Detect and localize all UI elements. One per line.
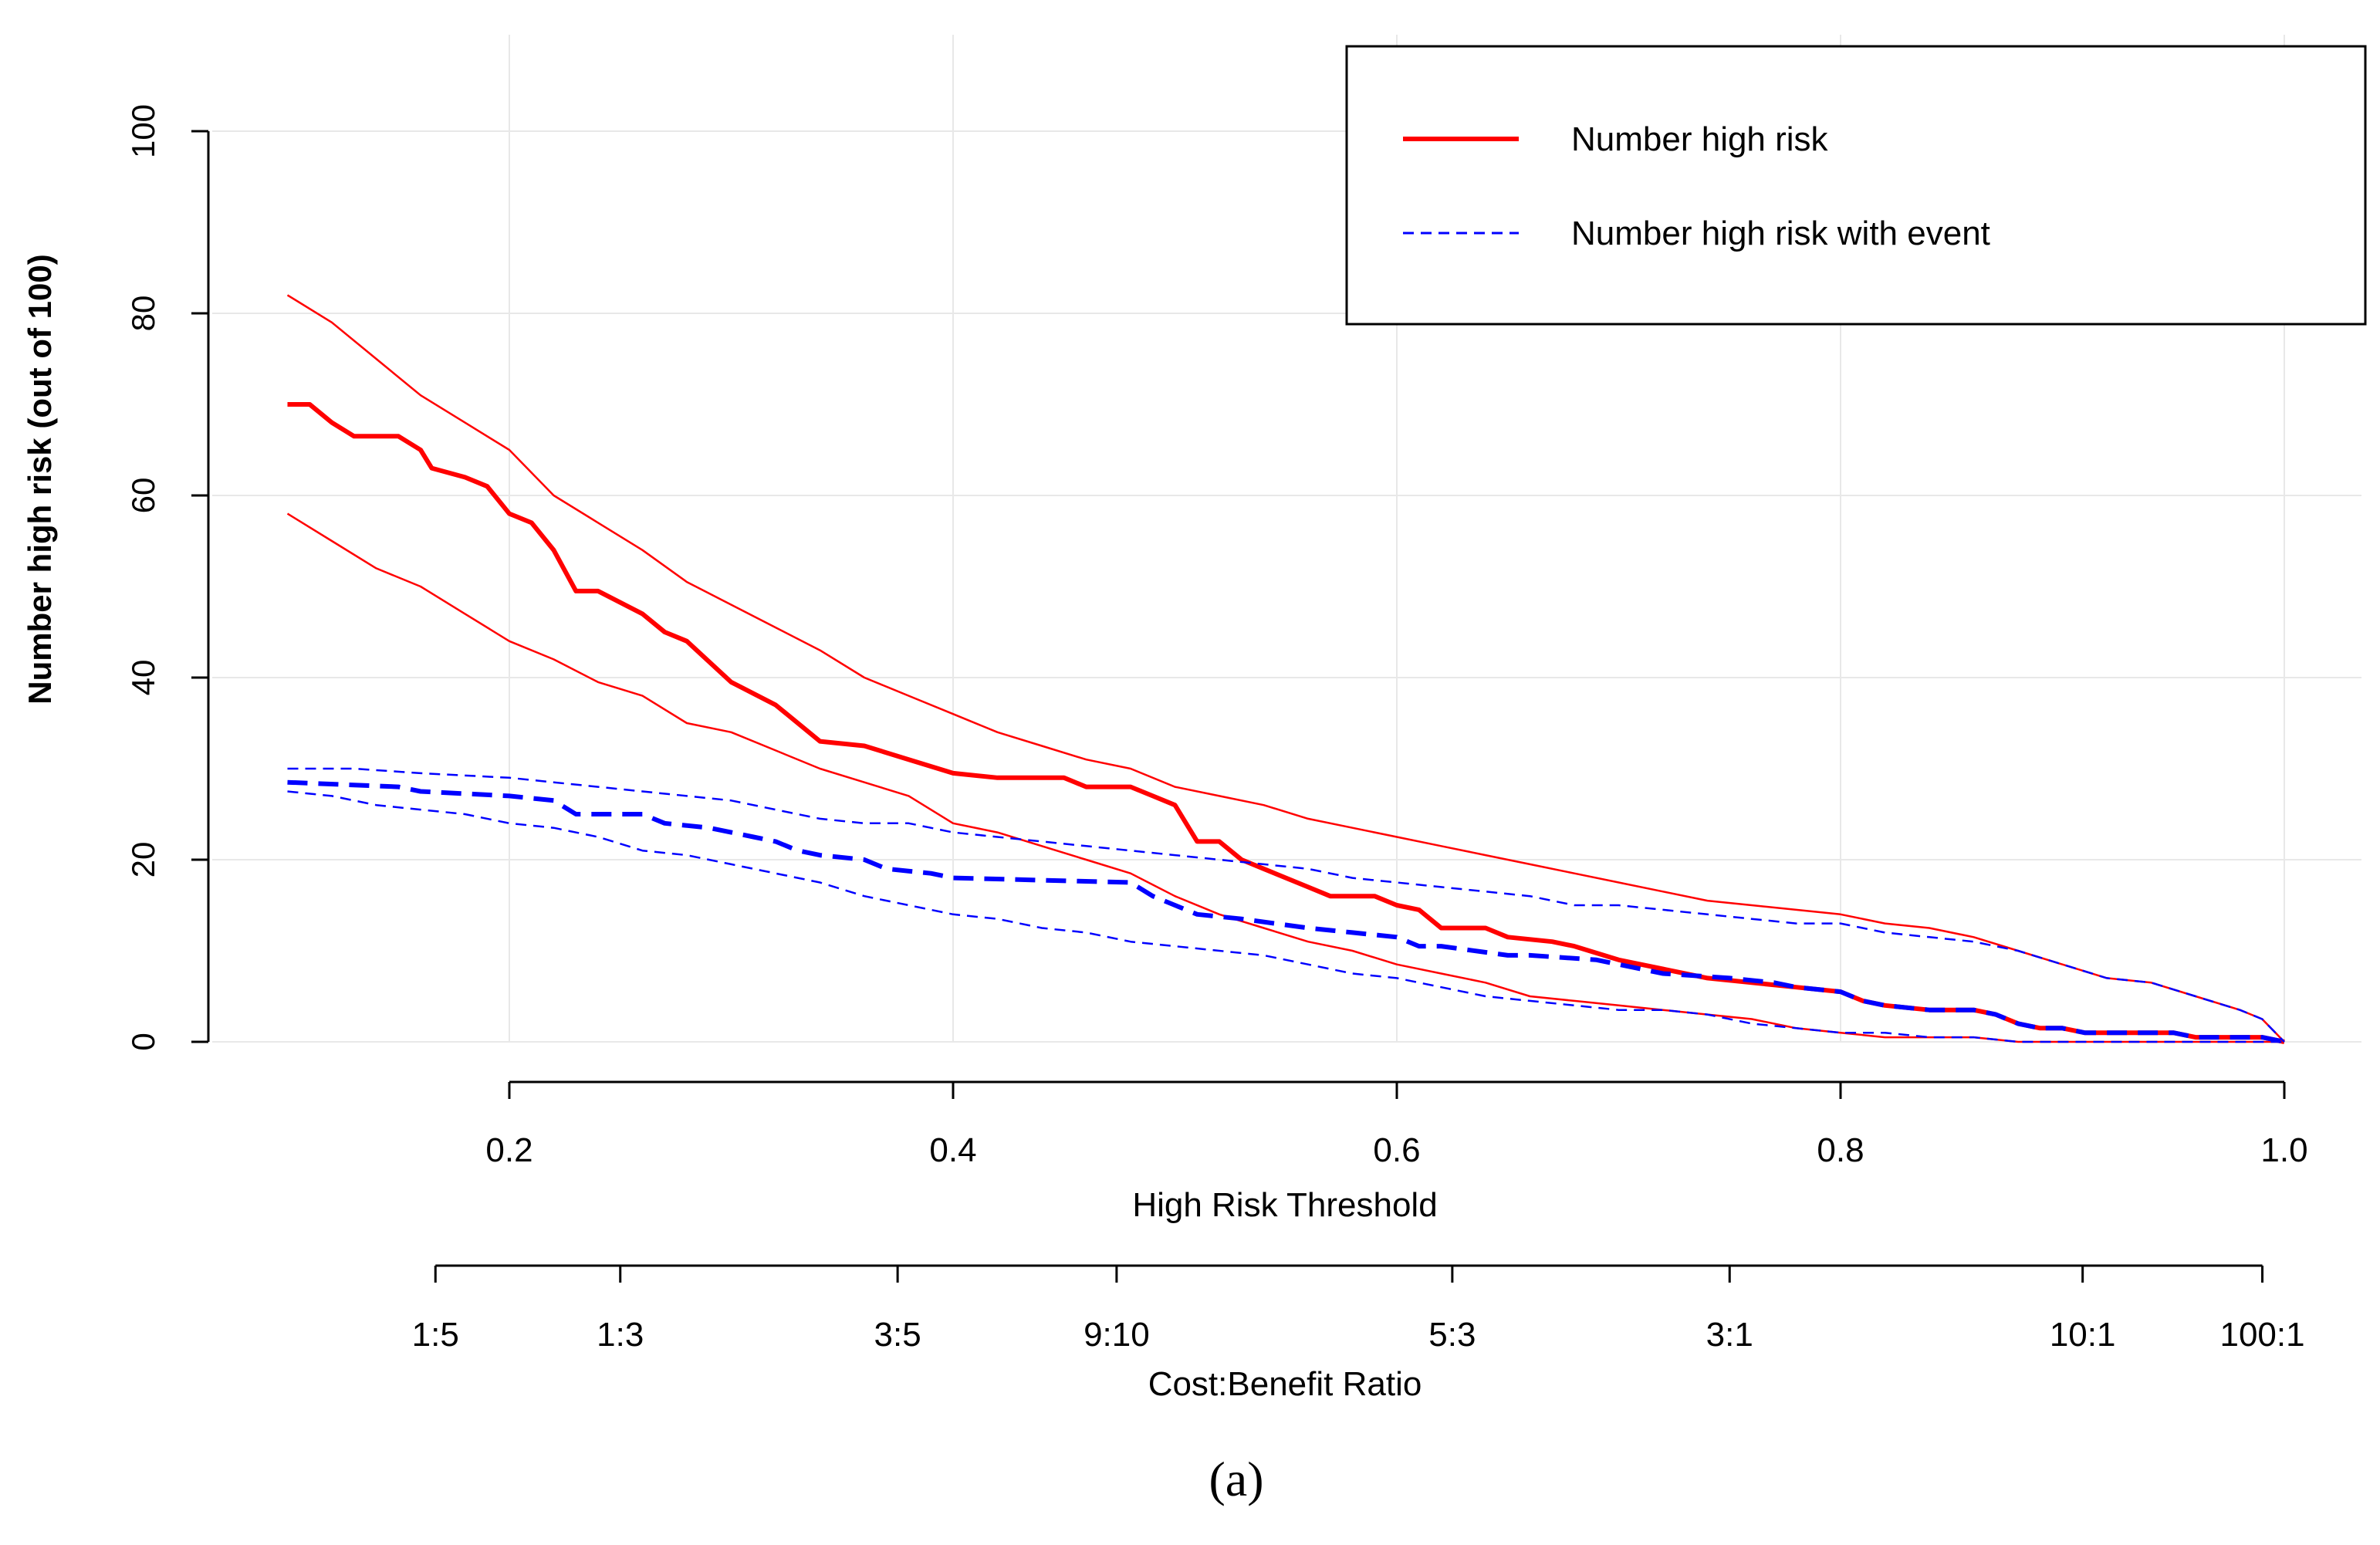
series-line-number-high-risk-with-event-lower-bound — [287, 790, 2284, 1043]
legend-label: Number high risk — [1571, 120, 1829, 158]
series-line-number-high-risk-with-event-upper-bound — [287, 767, 2285, 1043]
y-tick-label: 40 — [125, 660, 161, 696]
x-tick-label: 0.8 — [1817, 1131, 1864, 1169]
x-tick-label: 0.4 — [929, 1131, 976, 1169]
x-tick-label: 0.2 — [485, 1131, 532, 1169]
legend-label: Number high risk with event — [1571, 215, 1990, 252]
secondary-x-tick-label: 5:3 — [1428, 1316, 1476, 1354]
x-tick-label: 1.0 — [2260, 1131, 2307, 1169]
legend-box — [1345, 45, 2367, 326]
y-tick-label: 20 — [125, 842, 161, 878]
x-tick-label: 0.6 — [1373, 1131, 1420, 1169]
y-tick-label: 60 — [125, 478, 161, 514]
y-tick-label: 80 — [125, 296, 161, 332]
secondary-x-tick-label: 1:5 — [412, 1316, 459, 1354]
axis-titles: Number high risk (out of 100) High Risk … — [22, 254, 1438, 1506]
y-tick-label: 0 — [125, 1033, 161, 1050]
legend: Number high risk Number high risk with ev… — [1345, 45, 2367, 326]
secondary-x-tick-label: 9:10 — [1084, 1316, 1150, 1354]
secondary-x-tick-label: 10:1 — [2050, 1316, 2116, 1354]
secondary-x-tick-label: 1:3 — [597, 1316, 644, 1354]
x-axis-title: High Risk Threshold — [1132, 1186, 1437, 1224]
series-line-number-high-risk-lower-bound — [286, 512, 2284, 1043]
y-axis-title: Number high risk (out of 100) — [22, 254, 58, 704]
secondary-x-axis-title: Cost:Benefit Ratio — [1148, 1365, 1422, 1403]
figure-caption: (a) — [1209, 1452, 1263, 1506]
axes: 0 20 40 60 80 100 0.2 0.4 0.6 0.8 1.0 1:5 1:3 3:5 9:10… — [125, 104, 2308, 1354]
series-line-number-high-risk-upper-bound — [286, 294, 2285, 1043]
series-line-number-high-risk-with-event-estimate — [287, 779, 2285, 1044]
series-line-number-high-risk-estimate — [287, 402, 2285, 1044]
series-lines — [286, 294, 2285, 1044]
secondary-x-tick-label: 100:1 — [2219, 1316, 2304, 1354]
secondary-x-tick-label: 3:5 — [874, 1316, 921, 1354]
secondary-x-tick-label: 3:1 — [1706, 1316, 1753, 1354]
y-tick-label: 100 — [125, 104, 161, 158]
